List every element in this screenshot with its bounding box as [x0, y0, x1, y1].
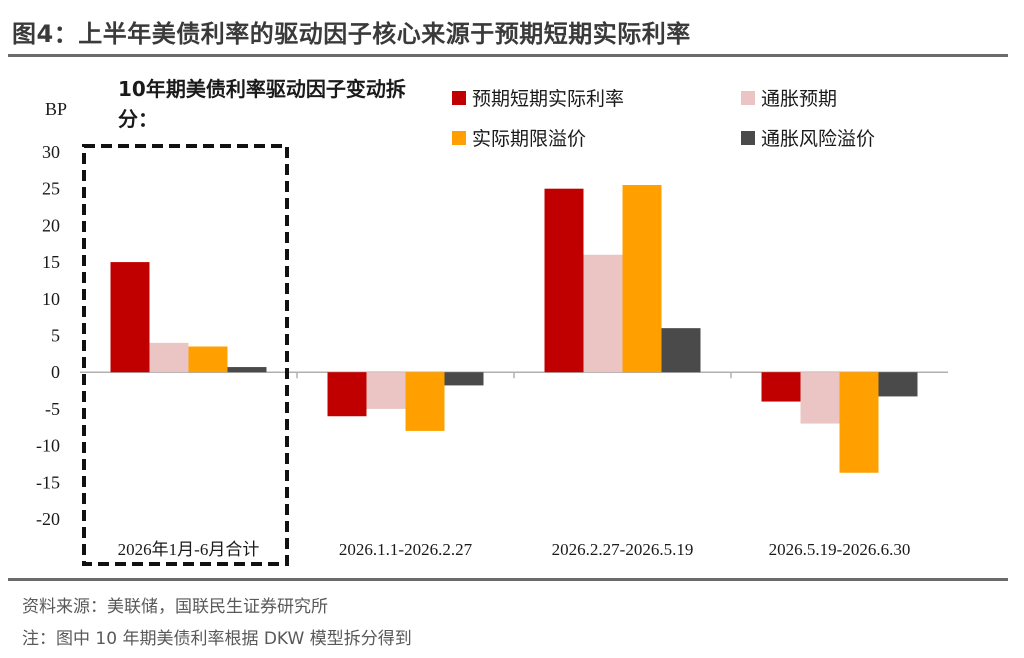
bar	[622, 185, 662, 373]
legend-label: 通胀预期	[761, 88, 837, 110]
x-tick-label: 2026.5.19-2026.6.30	[769, 540, 911, 559]
y-tick-label: 15	[42, 252, 60, 272]
y-tick-label: -15	[36, 472, 60, 492]
bar	[839, 372, 879, 473]
top-divider	[8, 54, 1008, 57]
y-tick-label: 30	[42, 142, 60, 162]
legend-label: 实际期限溢价	[472, 128, 586, 150]
y-tick-label: 25	[42, 179, 60, 199]
bar	[405, 372, 445, 431]
bar	[227, 367, 267, 373]
bar	[661, 328, 701, 373]
legend-swatch	[741, 91, 755, 105]
chart-title: 10年期美债利率驱动因子变动拆分：	[118, 77, 406, 131]
y-tick-label: -10	[36, 436, 60, 456]
y-tick-label: 0	[51, 362, 60, 382]
x-tick-label: 2026.1.1-2026.2.27	[339, 540, 473, 559]
footnote: 注：图中 10 年期美债利率根据 DKW 模型拆分得到	[22, 629, 412, 649]
bar	[800, 372, 840, 424]
y-tick-label: -5	[45, 399, 60, 419]
highlight-box	[82, 144, 289, 566]
legend-swatch	[452, 131, 466, 145]
bar	[583, 254, 623, 373]
legend-label: 通胀风险溢价	[761, 128, 875, 150]
x-tick-label: 2026年1月-6月合计	[118, 540, 260, 559]
y-axis-label: BP	[45, 99, 67, 119]
bar	[444, 372, 484, 386]
y-tick-label: 20	[42, 215, 60, 235]
bar	[761, 372, 801, 402]
y-tick-label: 10	[42, 289, 60, 309]
legend-swatch	[452, 91, 466, 105]
bar	[544, 188, 584, 373]
figure-title: 图4：上半年美债利率的驱动因子核心来源于预期短期实际利率	[12, 20, 691, 48]
bottom-divider	[8, 578, 1008, 581]
source-note: 资料来源：美联储，国联民生证券研究所	[22, 597, 328, 617]
bar	[110, 262, 150, 373]
legend-label: 预期短期实际利率	[472, 88, 624, 110]
x-tick-label: 2026.2.27-2026.5.19	[552, 540, 694, 559]
bar	[188, 346, 228, 373]
y-tick-label: -20	[36, 509, 60, 529]
legend-swatch	[741, 131, 755, 145]
bar	[366, 372, 406, 409]
bar	[878, 372, 918, 397]
bar	[149, 342, 189, 373]
y-tick-label: 5	[51, 326, 60, 346]
bar	[327, 372, 367, 417]
